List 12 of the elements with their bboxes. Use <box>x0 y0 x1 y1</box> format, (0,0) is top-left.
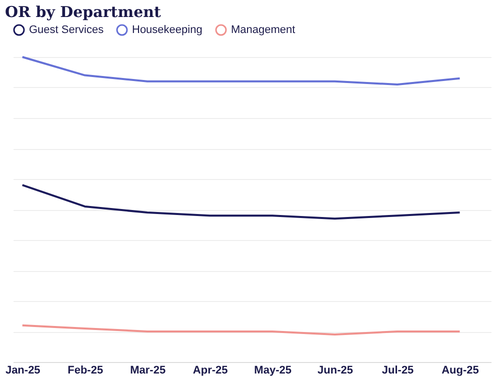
x-tick-label: Feb-25 <box>68 364 104 376</box>
x-tick-label: Jun-25 <box>318 364 354 376</box>
legend-label: Housekeeping <box>132 24 202 36</box>
legend-label: Management <box>231 24 296 36</box>
x-tick-label: Jul-25 <box>382 364 414 376</box>
x-tick-label: May-25 <box>254 364 292 376</box>
x-tick-label: Mar-25 <box>130 364 166 376</box>
x-tick-label: Jan-25 <box>5 364 40 376</box>
x-tick-label: Apr-25 <box>192 364 228 376</box>
x-tick-label: Aug-25 <box>442 364 479 376</box>
legend-label: Guest Services <box>29 24 104 36</box>
chart-title: OR by Department <box>4 3 162 21</box>
